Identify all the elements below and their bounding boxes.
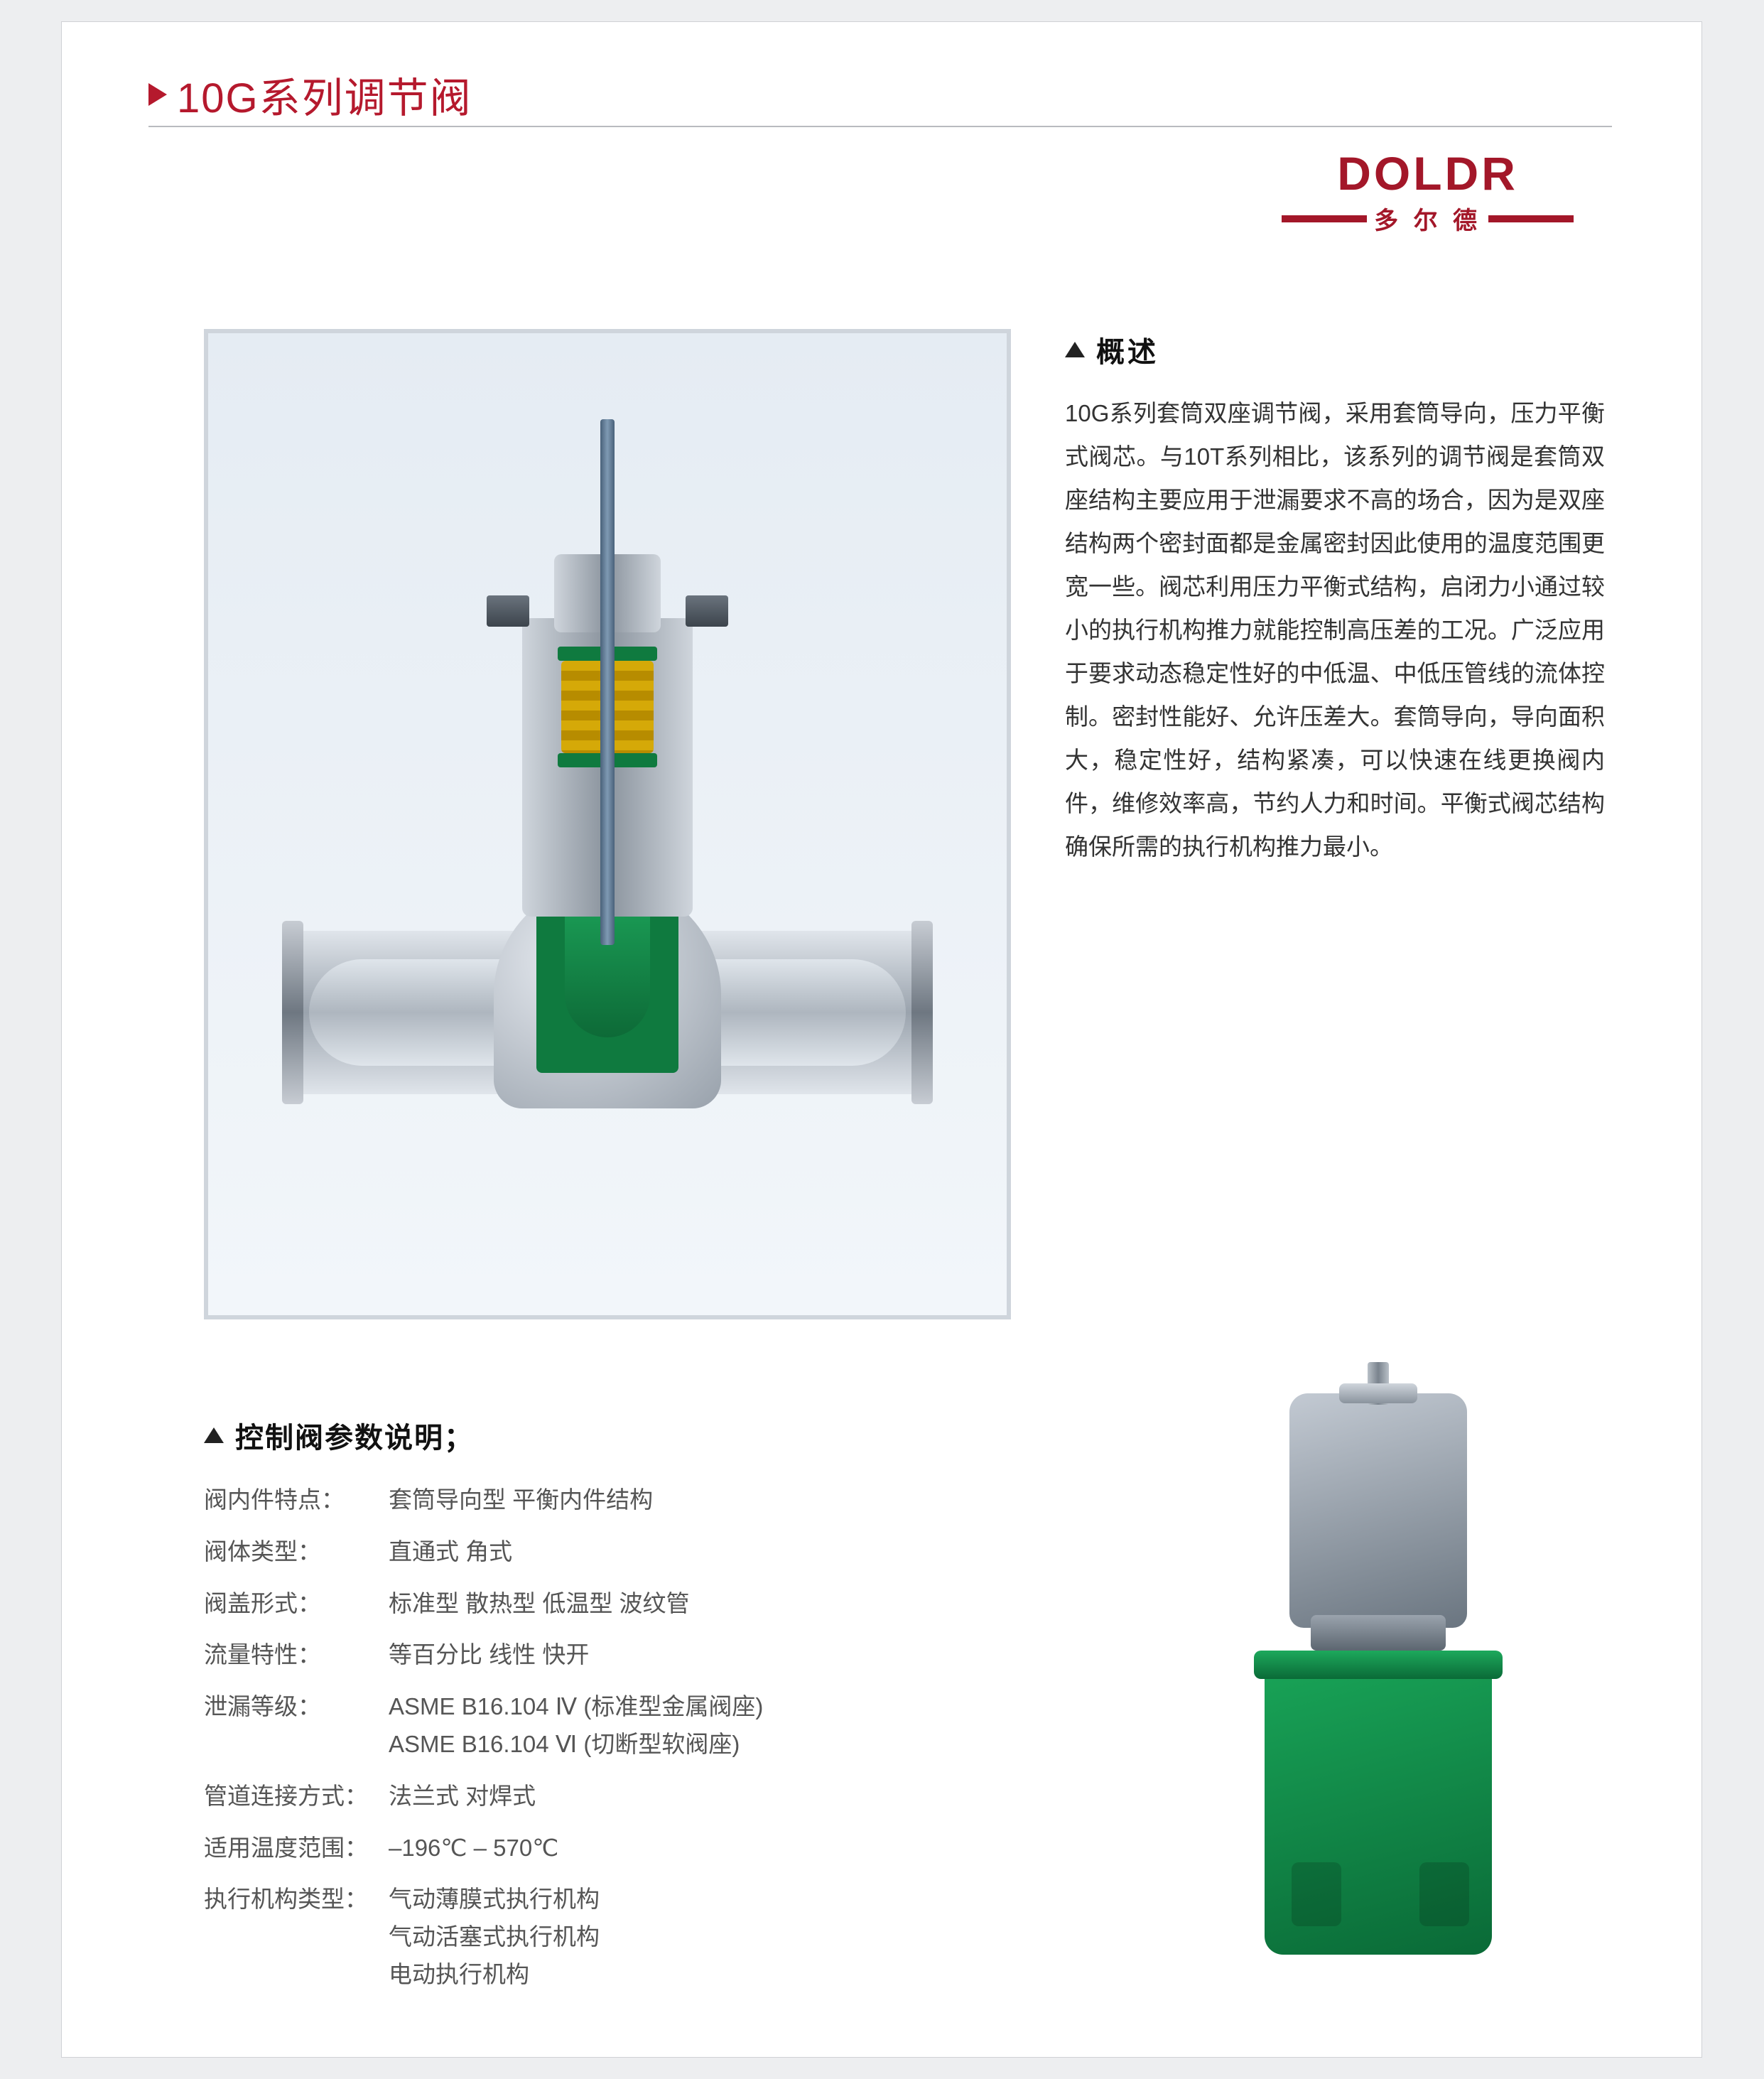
param-value-line: 直通式 角式 [389,1533,1056,1571]
param-label: 阀盖形式： [204,1585,389,1623]
bonnet-nut-right [686,595,728,627]
param-row: 执行机构类型：气动薄膜式执行机构气动活塞式执行机构电动执行机构 [204,1881,1056,1993]
param-value: –196℃ – 570℃ [389,1830,1056,1867]
valve-stem [600,419,615,945]
title-rule [148,126,1612,127]
component-cage [1265,1656,1492,1955]
component-collar [1311,1615,1446,1651]
param-label: 流量特性： [204,1636,389,1674]
param-label: 阀体类型： [204,1533,389,1571]
overview-head: 概述 [1065,329,1605,370]
overview-section: 概述 10G系列套筒双座调节阀，采用套筒导向，压力平衡式阀芯。与10T系列相比，… [1065,329,1605,869]
param-value: 气动薄膜式执行机构气动活塞式执行机构电动执行机构 [389,1881,1056,1993]
brand-block: DOLDR 多 尔 德 [1282,150,1574,236]
brand-bar-right [1488,215,1574,222]
param-value-line: 电动执行机构 [389,1956,1056,1994]
param-value: 法兰式 对焊式 [389,1778,1056,1815]
param-label: 泄漏等级： [204,1688,389,1764]
page-title-row: 10G系列调节阀 [148,65,472,124]
param-value-line: 气动活塞式执行机构 [389,1918,1056,1956]
bonnet-nut-left [487,595,529,627]
params-head: 控制阀参数说明； [204,1415,1056,1456]
valve-cutaway-figure [204,329,1011,1319]
param-row: 阀盖形式：标准型 散热型 低温型 波纹管 [204,1585,1056,1623]
page-title: 10G系列调节阀 [177,65,472,124]
param-value-line: ASME B16.104 Ⅳ (标准型金属阀座) [389,1688,1056,1726]
param-value-line: –196℃ – 570℃ [389,1830,1056,1867]
figure-canvas [208,333,1007,1315]
param-label: 执行机构类型： [204,1881,389,1993]
component-top-housing [1289,1393,1467,1628]
param-row: 管道连接方式：法兰式 对焊式 [204,1778,1056,1815]
param-value-line: 气动薄膜式执行机构 [389,1881,1056,1918]
triangle-right-icon [148,83,167,106]
component-render [1211,1393,1545,1962]
overview-body: 10G系列套筒双座调节阀，采用套筒导向，压力平衡式阀芯。与10T系列相比，该系列… [1065,392,1605,869]
triangle-up-icon [1065,342,1085,357]
param-label: 管道连接方式： [204,1778,389,1815]
param-row: 适用温度范围：–196℃ – 570℃ [204,1830,1056,1867]
param-value-line: 标准型 散热型 低温型 波纹管 [389,1585,1056,1623]
param-value: 标准型 散热型 低温型 波纹管 [389,1585,1056,1623]
params-title: 控制阀参数说明； [235,1415,474,1456]
brand-en: DOLDR [1282,150,1574,197]
param-value-line: 套筒导向型 平衡内件结构 [389,1481,1056,1519]
param-row: 泄漏等级：ASME B16.104 Ⅳ (标准型金属阀座)ASME B16.10… [204,1688,1056,1764]
brand-cn: 多 尔 德 [1374,201,1481,236]
param-value: ASME B16.104 Ⅳ (标准型金属阀座)ASME B16.104 Ⅵ (… [389,1688,1056,1764]
params-section: 控制阀参数说明； 阀内件特点：套筒导向型 平衡内件结构阀体类型：直通式 角式阀盖… [204,1415,1056,2008]
param-value-line: 法兰式 对焊式 [389,1778,1056,1815]
overview-title: 概述 [1096,329,1159,370]
param-value-line: 等百分比 线性 快开 [389,1636,1056,1674]
param-value: 套筒导向型 平衡内件结构 [389,1481,1056,1519]
valve-illustration [288,398,927,1251]
param-value-line: ASME B16.104 Ⅵ (切断型软阀座) [389,1726,1056,1764]
param-row: 阀内件特点：套筒导向型 平衡内件结构 [204,1481,1056,1519]
param-value: 等百分比 线性 快开 [389,1636,1056,1674]
triangle-up-icon [204,1427,224,1443]
brand-cn-row: 多 尔 德 [1282,201,1574,236]
param-label: 适用温度范围： [204,1830,389,1867]
brand-bar-left [1282,215,1367,222]
param-value: 直通式 角式 [389,1533,1056,1571]
param-row: 流量特性：等百分比 线性 快开 [204,1636,1056,1674]
page-sheet: 10G系列调节阀 DOLDR 多 尔 德 [61,21,1702,2058]
param-row: 阀体类型：直通式 角式 [204,1533,1056,1571]
param-label: 阀内件特点： [204,1481,389,1519]
params-rows: 阀内件特点：套筒导向型 平衡内件结构阀体类型：直通式 角式阀盖形式：标准型 散热… [204,1481,1056,1994]
